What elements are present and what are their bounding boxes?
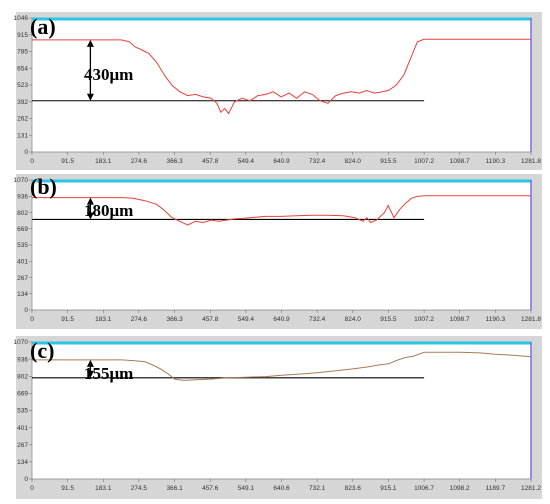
y-tick-label: 401 (17, 258, 28, 265)
x-tick-label: 1281.2 (521, 485, 541, 492)
chart-svg: 0 134 267 401 535 669 802 936 1070 0 91.5 183.1 274.… (14, 174, 542, 329)
x-tick-label: 640.9 (273, 316, 290, 323)
y-tick-label: 523 (17, 82, 28, 89)
chart-panel-b: 0 134 267 401 535 669 802 936 1070 0 91.5 183.1 274.… (0, 174, 550, 331)
x-tick-label: 732.1 (309, 485, 326, 492)
x-tick-label: 549.1 (238, 485, 255, 492)
x-tick-label: 274.5 (131, 485, 148, 492)
y-tick-label: 669 (17, 226, 28, 233)
x-tick-label: 549.4 (238, 316, 255, 323)
x-tick-label: 915.1 (380, 485, 397, 492)
x-tick-label: 274.6 (131, 158, 148, 165)
y-tick-label: 0 (24, 149, 28, 156)
y-tick-label: 1070 (14, 177, 29, 184)
x-tick-label: 0 (30, 485, 34, 492)
x-tick-label: 1098.2 (450, 485, 470, 492)
x-tick-label: 1189.7 (486, 485, 506, 492)
x-tick-label: 640.6 (273, 485, 290, 492)
x-tick-label: 183.1 (95, 158, 112, 165)
x-tick-label: 1190.3 (486, 158, 506, 165)
chart-svg: 0 131 262 392 523 654 785 915 1046 0 91.5 183.1 274.… (14, 12, 542, 170)
x-tick-label: 823.6 (345, 485, 362, 492)
y-tick-label: 535 (17, 242, 28, 249)
x-tick-label: 457.8 (202, 158, 219, 165)
panel-label: (c) (30, 338, 54, 363)
height-annotation: 155μm (84, 364, 133, 383)
height-annotation: 430μm (84, 65, 133, 84)
profile-line (32, 195, 531, 226)
y-tick-label: 0 (24, 307, 28, 314)
chart-panel-a: 0 131 262 392 523 654 785 915 1046 0 91.5 183.1 274.… (0, 12, 550, 172)
x-tick-label: 366.3 (166, 158, 183, 165)
x-tick-label: 1007.2 (414, 158, 434, 165)
profile-line (32, 351, 532, 381)
y-tick-label: 401 (17, 425, 28, 432)
panel-label: (b) (30, 174, 57, 199)
x-tick-label: 366.1 (166, 485, 183, 492)
x-tick-label: 915.5 (380, 316, 397, 323)
y-tick-label: 267 (17, 442, 28, 449)
y-tick-label: 535 (17, 408, 28, 415)
x-tick-label: 732.4 (309, 316, 326, 323)
x-tick-label: 640.9 (273, 158, 290, 165)
height-arrow (86, 359, 94, 378)
x-tick-label: 366.3 (166, 316, 183, 323)
y-tick-label: 267 (17, 275, 28, 282)
y-tick-label: 936 (17, 356, 28, 363)
plot-area (31, 341, 532, 480)
plot-area (31, 179, 532, 311)
y-tick-label: 1046 (14, 15, 29, 22)
x-tick-label: 274.6 (131, 316, 148, 323)
x-tick-label: 824.0 (345, 158, 362, 165)
x-tick-label: 549.4 (238, 158, 255, 165)
y-tick-label: 654 (17, 65, 28, 72)
y-tick-label: 802 (17, 210, 28, 217)
y-tick-label: 669 (17, 391, 28, 398)
x-tick-label: 1006.7 (414, 485, 434, 492)
x-tick-label: 91.5 (61, 485, 74, 492)
y-tick-label: 134 (17, 459, 28, 466)
height-arrow (86, 197, 94, 220)
x-tick-label: 457.8 (202, 316, 219, 323)
y-tick-label: 0 (24, 476, 28, 483)
y-tick-label: 802 (17, 374, 28, 381)
x-tick-label: 1190.3 (486, 316, 506, 323)
x-tick-label: 183.1 (95, 316, 112, 323)
x-tick-label: 0 (30, 158, 34, 165)
x-tick-label: 732.4 (309, 158, 326, 165)
y-tick-label: 392 (17, 99, 28, 106)
y-tick-label: 785 (17, 49, 28, 56)
y-tick-label: 262 (17, 116, 28, 123)
height-arrow (86, 39, 94, 101)
profile-line (32, 38, 531, 115)
x-tick-label: 91.5 (61, 158, 74, 165)
x-tick-label: 1098.7 (450, 158, 470, 165)
x-tick-label: 1281.8 (521, 316, 541, 323)
chart-panel-c: 0 134 267 401 535 669 802 936 1070 0 91.5 183.1 274.… (0, 336, 550, 501)
x-tick-label: 824.0 (345, 316, 362, 323)
y-tick-label: 134 (17, 291, 28, 298)
y-tick-label: 915 (17, 32, 28, 39)
height-annotation: 180μm (84, 201, 133, 220)
y-tick-label: 131 (17, 132, 28, 139)
x-tick-label: 91.5 (61, 316, 74, 323)
plot-area (31, 17, 532, 153)
x-tick-label: 183.1 (95, 485, 112, 492)
x-tick-label: 1007.2 (414, 316, 434, 323)
panel-label: (a) (30, 14, 56, 39)
y-tick-label: 1070 (14, 339, 29, 346)
x-tick-label: 1281.8 (521, 158, 541, 165)
x-tick-label: 1098.7 (450, 316, 470, 323)
x-tick-label: 915.5 (380, 158, 397, 165)
chart-svg: 0 134 267 401 535 669 802 936 1070 0 91.5 183.1 274.… (14, 336, 542, 499)
y-tick-label: 936 (17, 193, 28, 200)
x-tick-label: 0 (30, 316, 34, 323)
x-tick-label: 457.6 (202, 485, 219, 492)
